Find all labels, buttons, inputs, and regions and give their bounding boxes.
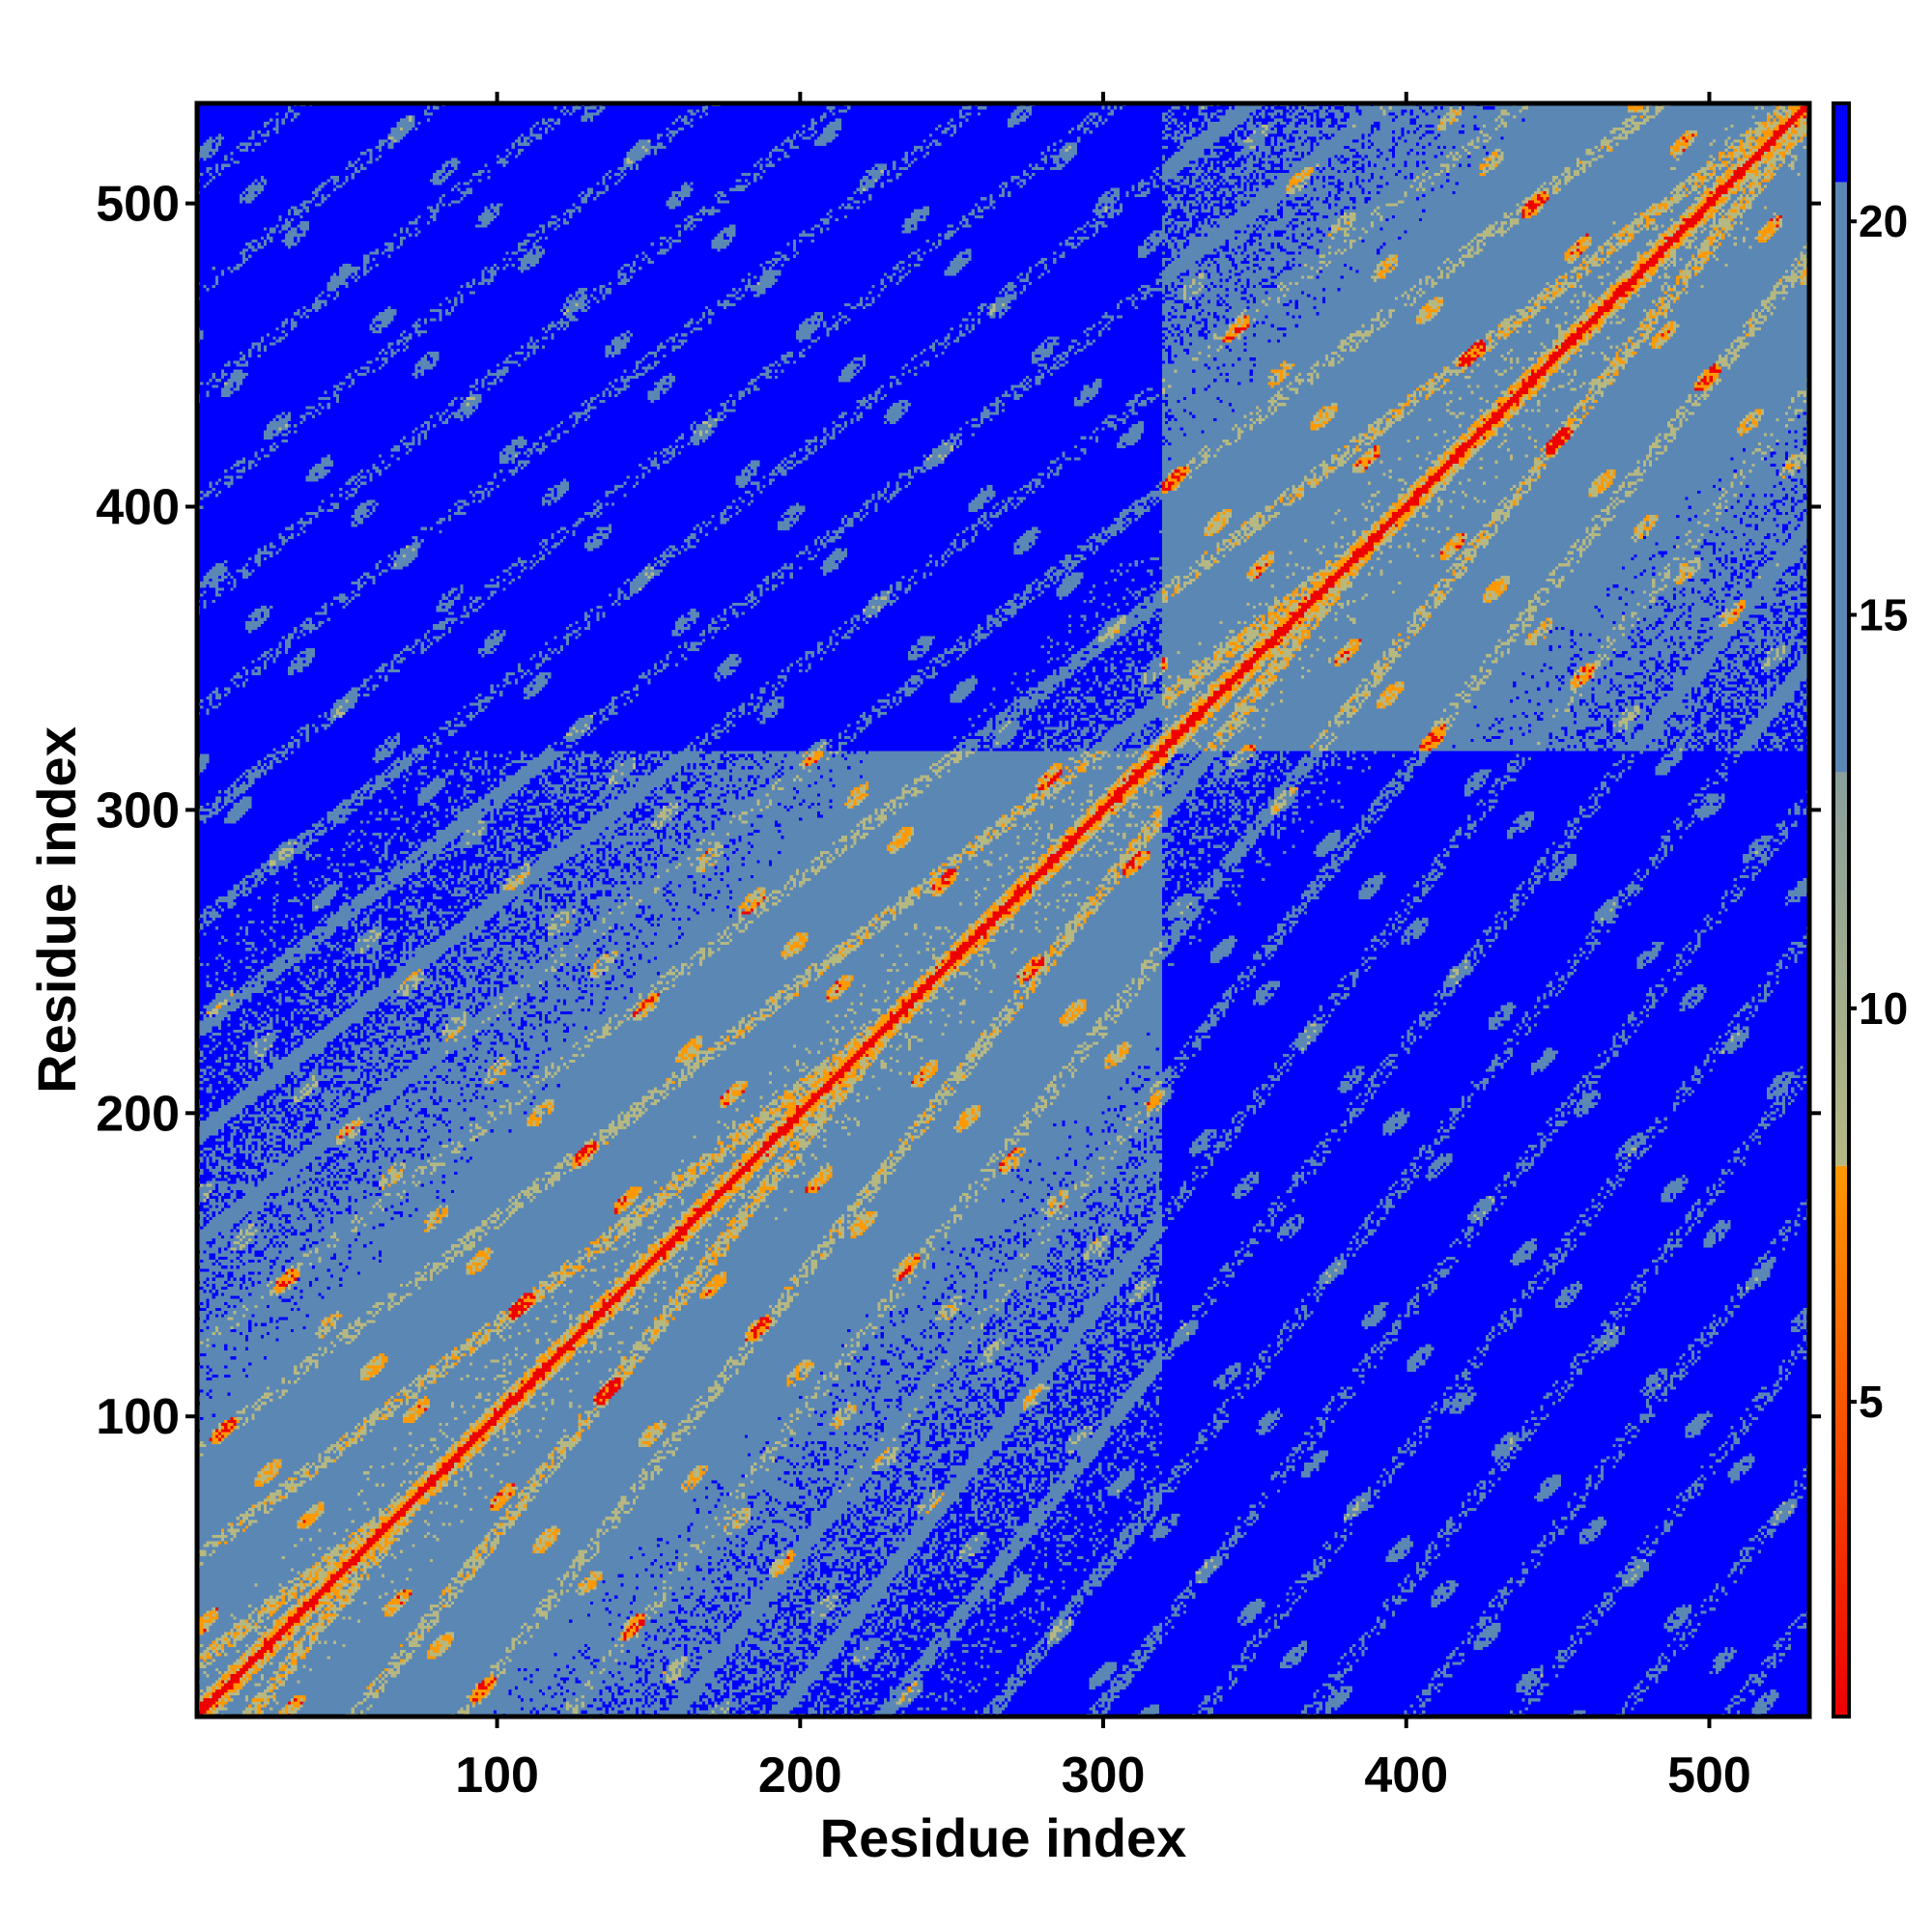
y-axis: 100 200 300 400 500: [96, 177, 197, 1445]
colorbar-tick-label: 20: [1859, 196, 1908, 246]
colorbar-tick-label: 10: [1859, 983, 1908, 1034]
x-tick-label: 100: [455, 1747, 539, 1804]
right-tick-marks: [1809, 201, 1821, 1419]
colorbar-band: [1833, 103, 1849, 183]
top-tick-marks: [495, 92, 1712, 103]
colorbar-frame: [1832, 101, 1851, 1719]
x-tick-label: 400: [1364, 1747, 1448, 1804]
y-tick-label: 400: [96, 480, 180, 536]
colorbar-band: [1833, 103, 1849, 773]
heatmap-cells: [197, 103, 1809, 1717]
colorbar-band: [1833, 772, 1849, 1166]
y-tick-label: 200: [96, 1086, 180, 1142]
x-axis: 100 200 300 400 500: [455, 1717, 1751, 1804]
plot-frame: [194, 100, 1812, 1719]
x-tick-label: 200: [758, 1747, 842, 1804]
y-tick-label: 300: [96, 782, 180, 838]
colorbar-band: [1833, 1165, 1849, 1717]
x-tick-label: 300: [1062, 1747, 1146, 1804]
x-tick-label: 500: [1667, 1747, 1751, 1804]
y-tick-label: 500: [96, 177, 180, 233]
colorbar-tick-label: 15: [1859, 590, 1908, 640]
y-axis-title: Residue index: [26, 726, 87, 1094]
heatmap-image: [197, 103, 1809, 1717]
colorbar-tick-label: 5: [1859, 1377, 1884, 1427]
colorbar: 5 10 15 20: [1832, 101, 1908, 1719]
x-axis-title: Residue index: [820, 1807, 1187, 1868]
y-tick-label: 100: [96, 1389, 180, 1445]
